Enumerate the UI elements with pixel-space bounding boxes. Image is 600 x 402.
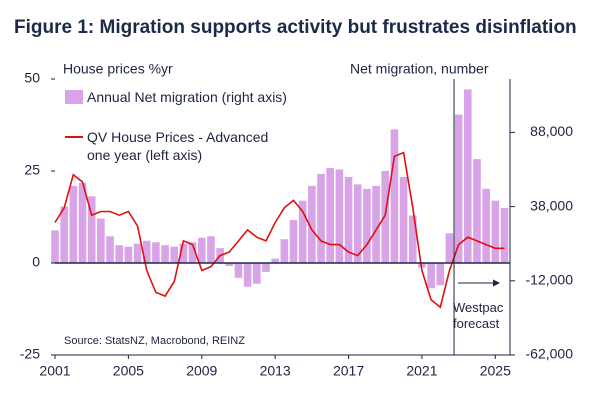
bar (262, 263, 270, 272)
x-tick-label: 2001 (39, 363, 70, 379)
bars (51, 89, 509, 289)
x-tick-label: 2005 (113, 363, 144, 379)
bar (427, 263, 435, 289)
arrow-head (493, 279, 500, 287)
bar (207, 236, 215, 263)
y-tick-label: 0 (32, 254, 40, 270)
bar (344, 176, 353, 263)
bar (491, 200, 500, 263)
bar (308, 185, 316, 263)
bar (436, 263, 445, 286)
bar (399, 176, 408, 263)
y-axis-label: House prices %yr (63, 61, 173, 77)
source: Source: StatsNZ, Macrobond, REINZ (64, 335, 245, 347)
bar (454, 114, 463, 263)
bar (317, 173, 325, 263)
legend-swatch (65, 136, 83, 138)
bar (225, 263, 234, 266)
x-tick-label: 2025 (480, 363, 511, 379)
legend-label: Annual Net migration (right axis) (87, 89, 287, 105)
y2-tick-label: -62,000 (526, 346, 574, 362)
bar (142, 240, 151, 263)
x-tick-label: 2017 (333, 363, 364, 379)
bar (51, 230, 59, 263)
bar (188, 242, 197, 263)
bar (500, 208, 509, 263)
legend: Annual Net migration (right axis) QV Hous… (65, 88, 287, 164)
line (54, 151, 505, 309)
bar (97, 218, 105, 263)
bar (473, 159, 481, 263)
bar (335, 169, 344, 263)
y-tick-label: 50 (24, 70, 40, 86)
y2-tick-label: 38,000 (530, 197, 573, 213)
bar (390, 129, 399, 263)
x-tick-label: 2021 (406, 363, 437, 379)
bar (69, 185, 78, 263)
y-tick-label: -25 (20, 346, 40, 362)
chart-title: Figure 1: Migration supports activity bu… (14, 17, 577, 38)
bar (253, 263, 261, 284)
bar (326, 168, 335, 263)
y2-tick-label: -12,000 (526, 272, 574, 288)
bar (298, 200, 307, 263)
bar (124, 246, 133, 263)
legend-label: QV House Prices - Advanced one year (lef… (87, 129, 269, 163)
x-tick-label: 2013 (260, 363, 291, 379)
bar (60, 206, 68, 263)
bar (482, 188, 490, 263)
bar (179, 243, 188, 263)
bar (115, 245, 124, 263)
bar (133, 243, 142, 263)
bar (289, 219, 298, 263)
legend-item: Annual Net migration (right axis) (65, 88, 287, 106)
y-tick-label: 25 (24, 162, 40, 178)
bar (243, 263, 252, 287)
bar (106, 236, 114, 263)
bar (363, 188, 371, 263)
bar (464, 89, 472, 263)
bar (381, 171, 390, 263)
bar (78, 182, 87, 263)
bar (234, 263, 243, 278)
y2-axis-label: Net migration, number (350, 61, 489, 77)
bar (372, 185, 380, 263)
bar (353, 184, 362, 263)
bar (170, 246, 179, 263)
bar (445, 233, 454, 263)
bar (161, 245, 169, 263)
bar (408, 215, 417, 263)
bar (271, 258, 279, 263)
bar (197, 237, 206, 263)
y2-tick-label: 88,000 (530, 123, 573, 139)
bar (87, 196, 96, 263)
bar (152, 242, 160, 263)
legend-swatch (65, 90, 83, 104)
legend-item: QV House Prices - Advanced one year (lef… (65, 128, 287, 164)
x-tick-label: 2009 (186, 363, 217, 379)
bar (280, 239, 289, 263)
annotation: Westpac forecast (453, 300, 504, 331)
